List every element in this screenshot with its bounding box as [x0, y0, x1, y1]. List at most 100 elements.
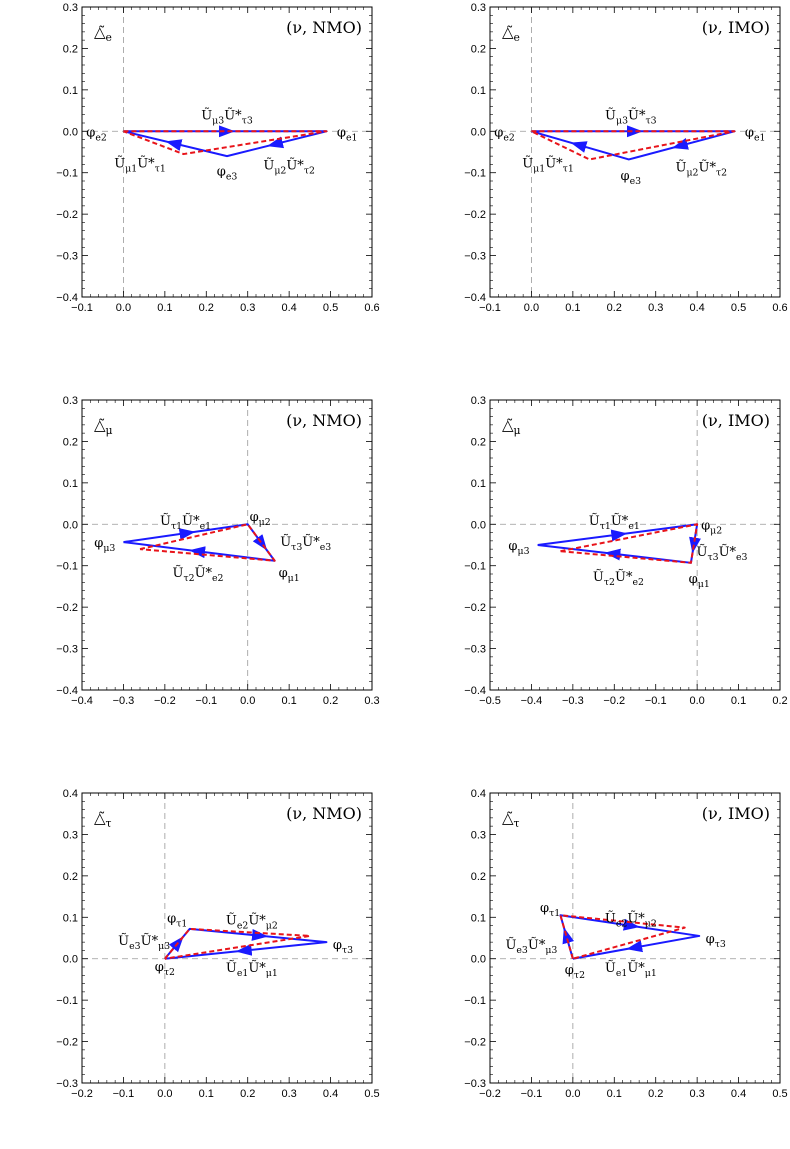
triangle-label: Ũμ3​Ũ*τ3​ [201, 108, 253, 127]
y-tick-label: −0.3 [464, 1078, 486, 1090]
y-tick-label: 0.3 [63, 2, 78, 14]
y-tick-label: 0.1 [63, 85, 78, 97]
panel-label: △̃τ​ [94, 809, 112, 830]
x-tick-label: 0.1 [565, 302, 580, 314]
x-tick-label: −0.1 [479, 302, 501, 314]
plot-frame [489, 6, 781, 298]
y-tick-label: −0.2 [464, 1037, 486, 1049]
y-tick-label: 0.0 [63, 954, 78, 966]
plot-frame [81, 792, 373, 1084]
plot-frame [81, 6, 373, 298]
x-tick-label: 0.1 [199, 1088, 214, 1100]
y-tick-label: 0.2 [471, 871, 486, 883]
x-tick-label: 0.6 [364, 302, 379, 314]
triangle-label: φμ2​ [701, 518, 722, 536]
x-tick-label: 0.3 [648, 302, 663, 314]
plot-frame [489, 399, 781, 691]
x-tick-label: −0.4 [521, 695, 543, 707]
x-tick-label: −0.3 [562, 695, 584, 707]
panel-annotation: (ν, NMO) [286, 411, 362, 430]
x-tick-label: −0.2 [154, 695, 176, 707]
panel-label: △̃μ​ [502, 416, 521, 437]
edge-arrow [570, 141, 588, 153]
panel-label: △̃e​ [94, 23, 112, 44]
triangle-label: φe2​ [494, 125, 515, 143]
y-tick-label: 0.2 [471, 43, 486, 55]
x-tick-label: 0.2 [199, 302, 214, 314]
x-tick-label: −0.1 [195, 695, 217, 707]
y-tick-label: −0.2 [56, 602, 78, 614]
triangle-label: φe1​ [337, 125, 358, 143]
y-tick-label: 0.4 [471, 788, 486, 800]
y-tick-label: −0.1 [464, 995, 486, 1007]
x-tick-label: −0.3 [113, 695, 135, 707]
triangle-label: Ũe1​Ũ*μ1​ [605, 960, 657, 979]
y-tick-label: 0.3 [471, 395, 486, 407]
x-tick-label: −0.2 [479, 1088, 501, 1100]
y-tick-label: −0.2 [464, 602, 486, 614]
panel-top-left: −0.1 0.0 0.1 0.2 0.3 0.4 0.5 0.6 −0.4 −0.3 −0.2 −0.… [56, 2, 379, 314]
triangle-label: φe3​ [621, 169, 642, 187]
panel-label: △̃τ​ [502, 809, 520, 830]
triangle-label: Ũμ1​Ũ*τ1​ [522, 155, 574, 174]
x-tick-label: 0.5 [364, 1088, 379, 1100]
triangle-label: φμ3​ [94, 536, 115, 554]
y-tick-label: 0.3 [63, 395, 78, 407]
y-tick-label: −0.2 [56, 209, 78, 221]
x-tick-label: 0.4 [281, 302, 296, 314]
y-tick-label: 0.3 [471, 829, 486, 841]
dashed-triangle [559, 914, 686, 960]
y-tick-label: −0.2 [464, 209, 486, 221]
x-tick-label: −0.2 [71, 1088, 93, 1100]
y-tick-label: −0.1 [56, 995, 78, 1007]
y-tick-label: 0.3 [63, 829, 78, 841]
x-tick-label: 0.3 [689, 1088, 704, 1100]
y-tick-label: 0.4 [63, 788, 78, 800]
panel-middle-left: −0.4 −0.3 −0.2 −0.1 0.0 0.1 0.2 0.3 −0.4 −0.3 −0.2… [56, 395, 379, 707]
triangle-label: Ũe1​Ũ*μ1​ [226, 960, 278, 979]
plot-frame [489, 792, 781, 1084]
triangle-label: φτ1​ [540, 901, 560, 919]
y-tick-label: 0.1 [63, 478, 78, 490]
edge-arrow [626, 940, 644, 953]
panel-top-right: −0.1 0.0 0.1 0.2 0.3 0.4 0.5 0.6 −0.4 −0.3 −0.2 −0.… [464, 2, 787, 314]
x-tick-label: 0.3 [364, 695, 379, 707]
y-tick-label: 0.0 [63, 519, 78, 531]
y-tick-label: 0.0 [471, 954, 486, 966]
panel-annotation: (ν, NMO) [286, 18, 362, 37]
x-tick-label: 0.1 [157, 302, 172, 314]
dashed-triangle [164, 927, 311, 960]
x-tick-label: 0.0 [689, 695, 704, 707]
x-tick-label: 0.3 [281, 1088, 296, 1100]
x-tick-label: −0.4 [71, 695, 93, 707]
y-tick-label: −0.1 [56, 561, 78, 573]
triangle-label: φμ1​ [689, 572, 710, 590]
x-tick-label: 0.3 [240, 302, 255, 314]
x-tick-label: −0.5 [479, 695, 501, 707]
x-tick-label: 0.6 [772, 302, 787, 314]
triangle-label: Ũμ2​Ũ*τ2​ [675, 160, 727, 179]
triangle-label: Ũe3​Ũ*μ3​ [118, 933, 170, 952]
triangle-label: Ũτ2​Ũ*e2​ [593, 569, 644, 588]
y-tick-label: 0.2 [63, 871, 78, 883]
x-tick-label: 0.2 [607, 302, 622, 314]
x-tick-label: 0.0 [524, 302, 539, 314]
triangle-label: φe2​ [86, 125, 107, 143]
triangle-label: Ũτ1​Ũ*e1​ [589, 513, 640, 532]
edge-arrow [623, 918, 640, 931]
triangle-label: φμ2​ [250, 510, 271, 528]
triangle-label: Ũτ2​Ũ*e2​ [172, 565, 223, 584]
x-tick-label: 0.1 [281, 695, 296, 707]
x-tick-label: 0.0 [116, 302, 131, 314]
y-tick-label: 0.2 [471, 436, 486, 448]
x-tick-label: −0.1 [71, 302, 93, 314]
dashed-triangle [560, 523, 699, 564]
x-tick-label: 0.0 [157, 1088, 172, 1100]
y-tick-label: −0.4 [56, 292, 78, 304]
panel-bottom-right: −0.2 −0.1 0.0 0.1 0.2 0.3 0.4 0.5−0.3−0.2−0.10.… [464, 788, 787, 1100]
x-tick-label: 0.5 [772, 1088, 787, 1100]
triangle-label: Ũe2​Ũ*μ2​ [605, 910, 657, 929]
y-tick-label: −0.3 [464, 251, 486, 263]
y-tick-label: −0.1 [464, 168, 486, 180]
triangle-label: φμ3​ [508, 539, 529, 557]
